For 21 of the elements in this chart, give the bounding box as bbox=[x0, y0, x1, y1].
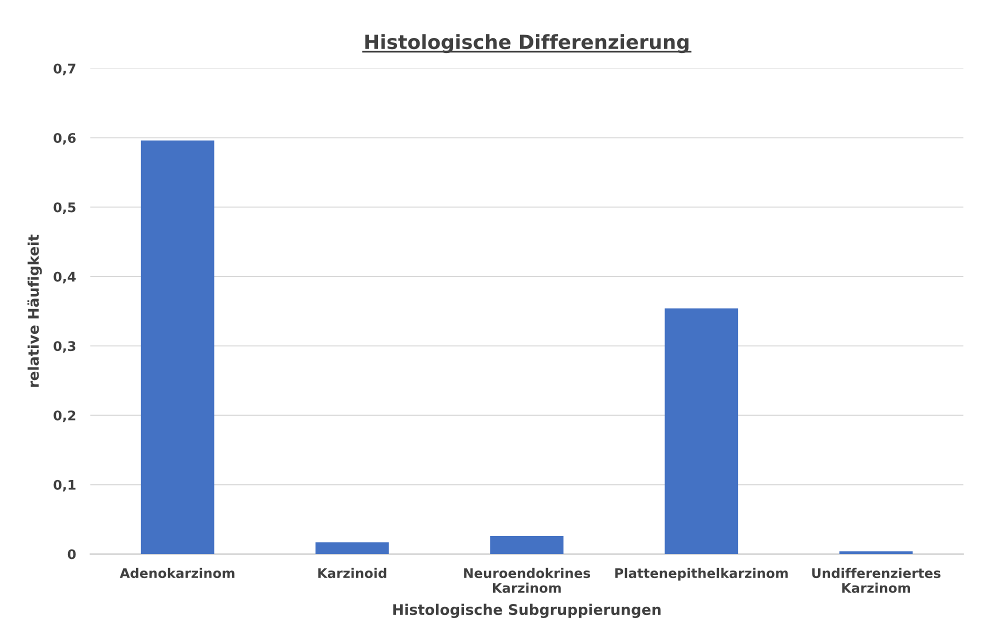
x-tick-label: Karzinoid bbox=[318, 568, 386, 578]
y-tick-label: 0,7 bbox=[54, 64, 76, 76]
bar bbox=[140, 140, 214, 554]
x-tick-label: Neuroendokrines Karzinom bbox=[464, 568, 590, 593]
y-tick-label: 0,6 bbox=[54, 132, 76, 145]
y-tick-label: 0,2 bbox=[54, 410, 76, 422]
y-tick-label: 0,4 bbox=[54, 272, 76, 284]
bar bbox=[664, 308, 738, 554]
bar bbox=[490, 536, 564, 554]
y-axis-title: relative Häufigkeit bbox=[27, 234, 42, 387]
bar bbox=[839, 551, 913, 554]
x-tick-label: Undifferenziertes Karzinom bbox=[812, 568, 940, 593]
bar bbox=[316, 542, 389, 554]
x-tick-label: Adenokarzinom bbox=[120, 568, 234, 578]
y-tick-label: 0,5 bbox=[54, 202, 76, 214]
y-tick-label: 0,1 bbox=[54, 480, 76, 492]
x-axis-title: Histologische Subgruppierungen bbox=[393, 604, 661, 618]
x-tick-label: Plattenepithelkarzinom bbox=[615, 568, 788, 581]
chart-title: Histologische Differenzierung bbox=[365, 34, 688, 54]
y-tick-label: 0 bbox=[68, 549, 76, 560]
y-tick-label: 0,3 bbox=[54, 341, 76, 353]
